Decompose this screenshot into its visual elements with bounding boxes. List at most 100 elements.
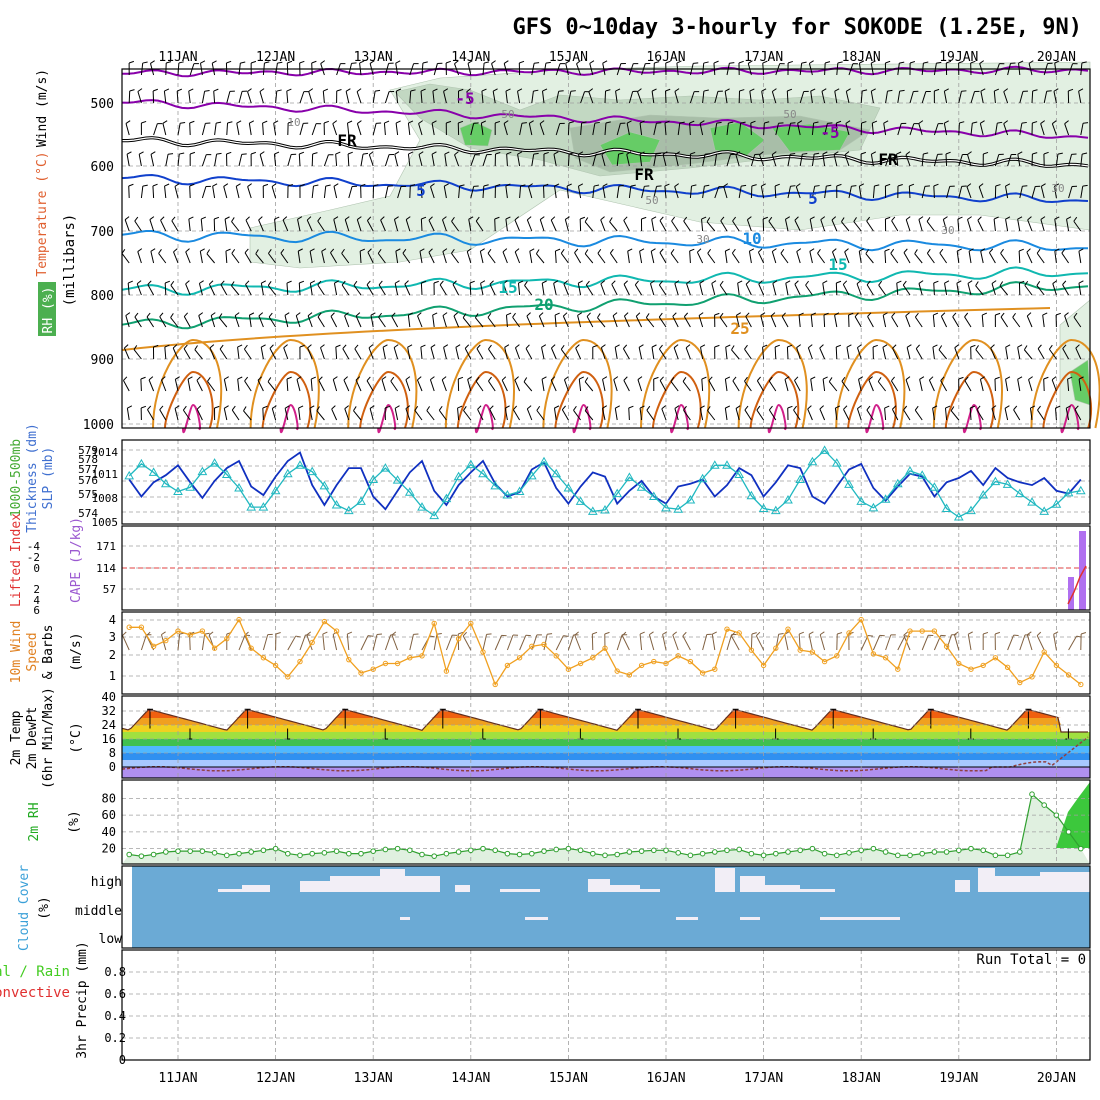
barb-flag — [391, 312, 396, 317]
barb-shaft — [714, 154, 718, 167]
barb-shaft — [164, 346, 167, 360]
wind-barb — [177, 152, 185, 167]
barb-shaft — [921, 186, 926, 199]
barb-shaft — [504, 408, 508, 421]
barb-flag — [404, 280, 409, 285]
wind-barb — [482, 154, 492, 167]
barb-flag — [1004, 405, 1010, 409]
wind-speed-point — [1041, 649, 1047, 655]
wind-barb — [170, 280, 179, 296]
wind-barb — [523, 377, 533, 392]
isotherm-25-plume — [737, 338, 808, 429]
barb-flag — [1067, 376, 1073, 380]
wind-barb — [638, 344, 644, 360]
barb-flag — [420, 344, 426, 348]
wind-barb — [799, 90, 809, 104]
slp-point — [661, 502, 671, 512]
barb-flag — [275, 632, 281, 635]
wind-barb — [395, 88, 402, 104]
barb-flag — [317, 216, 322, 222]
barb-flag — [856, 280, 862, 285]
wind-barb — [494, 152, 501, 167]
barb-flag — [882, 312, 888, 316]
barb-flag — [125, 312, 131, 316]
barb-flag — [519, 60, 525, 64]
wind-barb — [811, 152, 820, 167]
isotherm-25-plume — [249, 338, 320, 429]
barb-flag — [846, 344, 852, 348]
barb-shaft — [318, 380, 325, 392]
barb-shaft — [810, 91, 813, 104]
barb-flag — [832, 248, 837, 253]
barb-flag — [905, 216, 911, 221]
barb-shaft — [952, 316, 960, 328]
barb-shaft — [674, 186, 679, 199]
wind-barb — [634, 280, 643, 296]
wind-barb — [531, 634, 542, 651]
barb-flag — [762, 216, 768, 220]
wind-barb — [637, 376, 643, 392]
wind-speed-point — [1017, 679, 1023, 686]
wind-barb — [531, 152, 539, 167]
barb-flag — [892, 344, 897, 349]
barb-shaft — [185, 283, 191, 296]
barb-shaft — [1000, 316, 1009, 328]
barb-flag — [802, 152, 808, 155]
barb-shaft — [689, 91, 695, 104]
barb-shaft — [944, 408, 948, 421]
barb-shaft — [966, 186, 972, 199]
barb-shaft — [137, 251, 142, 264]
wind-speed-point — [760, 662, 767, 669]
wind-barb — [316, 406, 325, 421]
barb-shaft — [1073, 220, 1082, 232]
wind-barb — [238, 153, 247, 167]
barb-shaft — [407, 154, 411, 167]
barb-shaft — [638, 347, 643, 360]
rh-area — [771, 123, 851, 153]
wind-speed-point — [968, 666, 974, 672]
barb-shaft — [333, 283, 338, 296]
barb-flag — [188, 216, 194, 220]
wind-barb — [226, 151, 232, 167]
barb-shaft — [377, 253, 386, 264]
wind-barb — [867, 312, 874, 328]
barb-flag — [325, 184, 331, 187]
barb-shaft — [683, 409, 691, 421]
barb-shaft — [784, 379, 789, 392]
barb-shaft — [658, 348, 667, 360]
thickness-line — [128, 451, 1082, 511]
rh2m-point — [931, 849, 938, 855]
barb-flag — [137, 88, 143, 92]
barb-shaft — [658, 316, 667, 328]
barb-shaft — [189, 185, 191, 199]
wind-barb — [150, 248, 156, 264]
wind-barb — [902, 280, 911, 296]
freezing-level-core — [122, 137, 1089, 167]
barb-shaft — [1052, 283, 1057, 296]
wind-barb — [967, 151, 972, 167]
barb-shaft — [897, 635, 906, 651]
barb-flag — [1005, 376, 1011, 380]
isotherm-30-plume — [554, 370, 605, 429]
barb-shaft — [420, 218, 423, 232]
barb-shaft — [883, 123, 887, 136]
barb-shaft — [884, 407, 887, 421]
wind-barb — [591, 631, 598, 651]
barb-flag — [967, 280, 973, 284]
barb-shaft — [489, 283, 496, 296]
isotherm-5 — [121, 173, 1089, 204]
wind-barb — [320, 60, 326, 76]
wind-barb — [584, 377, 594, 392]
barb-flag — [627, 248, 633, 252]
barb-shaft — [1078, 283, 1082, 296]
wind-barb — [786, 344, 793, 360]
wind-barb — [1055, 152, 1063, 167]
barb-shaft — [162, 123, 167, 136]
barb-flag — [495, 152, 501, 155]
wind-barb — [366, 280, 374, 296]
barb-flag — [162, 120, 168, 124]
cape-tick-label: 114 — [96, 562, 116, 575]
barb-flag — [926, 217, 931, 222]
wind-barb — [560, 344, 569, 360]
barb-shaft — [146, 316, 155, 328]
